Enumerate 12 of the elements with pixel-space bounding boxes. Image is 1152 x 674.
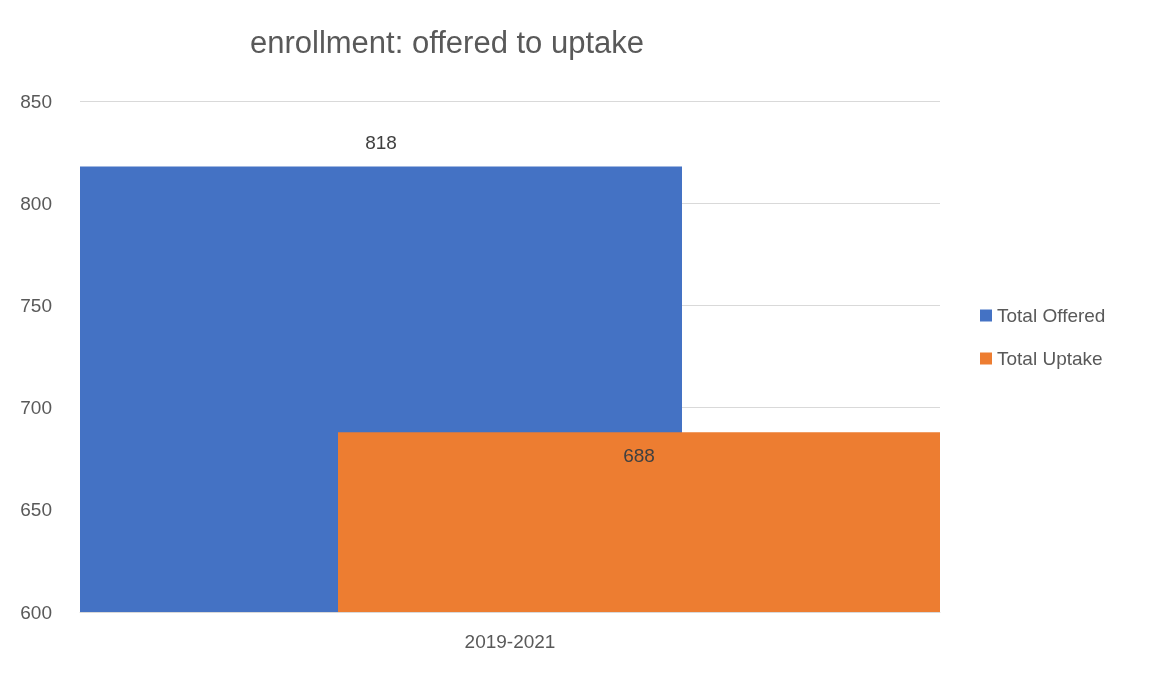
data-label: 818 (365, 132, 397, 154)
y-tick-label: 650 (20, 499, 52, 521)
y-tick-label: 850 (20, 90, 52, 112)
legend-label: Total Offered (997, 305, 1106, 326)
y-tick-label: 750 (20, 294, 52, 316)
legend-label: Total Uptake (997, 348, 1103, 369)
y-tick-label: 600 (20, 601, 52, 623)
chart-title: enrollment: offered to uptake (249, 25, 645, 60)
y-tick-label: 800 (20, 192, 52, 214)
y-tick-label: 700 (20, 397, 52, 419)
x-tick-label: 2019-2021 (464, 631, 556, 652)
data-label: 688 (623, 445, 655, 467)
